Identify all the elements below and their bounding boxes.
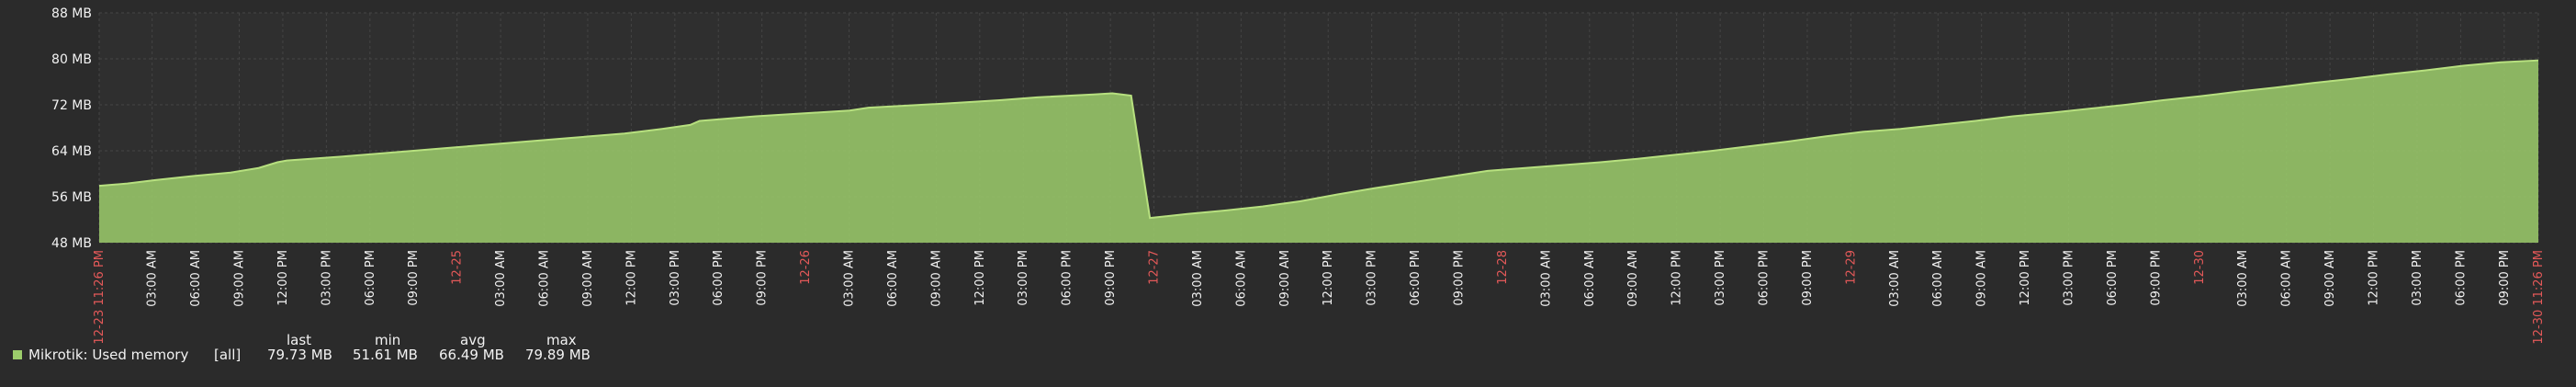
x-tick-label: 06:00 PM: [2454, 250, 2468, 306]
x-tick-label: 06:00 AM: [189, 250, 203, 307]
x-tick-label: 06:00 PM: [1758, 250, 1772, 306]
x-tick-label: 12-29: [1844, 250, 1858, 285]
legend-value-max: 79.89 MB: [525, 347, 591, 363]
x-tick-label: 03:00 PM: [2411, 250, 2424, 306]
x-tick-label: 12-25: [451, 250, 465, 285]
legend-header-max: max: [546, 332, 577, 348]
x-tick-label: 06:00 PM: [1409, 250, 1423, 306]
x-tick-label: 03:00 PM: [1366, 250, 1379, 306]
y-tick-label: 64 MB: [51, 144, 92, 159]
x-tick-label: 09:00 AM: [929, 250, 943, 307]
legend-value-last: 79.73 MB: [267, 347, 332, 363]
x-tick-label: 06:00 AM: [2280, 250, 2294, 307]
y-tick-label: 56 MB: [51, 190, 92, 205]
x-tick-label: 12:00 PM: [1322, 250, 1335, 306]
x-tick-label: 12-30: [2193, 250, 2207, 285]
x-tick-label: 12-26: [799, 250, 813, 285]
used-memory-area: [99, 60, 2538, 243]
x-tick-label: 06:00 AM: [538, 250, 552, 307]
x-tick-label: 12:00 PM: [2019, 250, 2032, 306]
x-tick-label: 06:00 AM: [886, 250, 900, 307]
x-tick-label: 12-27: [1148, 250, 1162, 285]
legend-scope: [all]: [214, 347, 241, 363]
x-tick-label: 12:00 PM: [624, 250, 638, 306]
legend-swatch: [13, 350, 22, 359]
x-tick-label: 09:00 AM: [1975, 250, 1989, 307]
x-tick-label: 06:00 PM: [1061, 250, 1074, 306]
x-tick-label: 09:00 AM: [2323, 250, 2337, 307]
x-tick-label: 12:00 PM: [973, 250, 987, 306]
x-tick-label: 12:00 PM: [2368, 250, 2381, 306]
x-tick-label: 09:00 PM: [1104, 250, 1118, 306]
x-tick-label: 09:00 AM: [233, 250, 247, 307]
x-tick-label: 06:00 PM: [712, 250, 726, 306]
y-tick-label: 72 MB: [51, 98, 92, 113]
x-tick-label: 06:00 AM: [1583, 250, 1597, 307]
x-tick-label: 03:00 AM: [494, 250, 508, 307]
x-tick-label: 09:00 AM: [1278, 250, 1292, 307]
x-tick-label: 09:00 PM: [756, 250, 770, 306]
x-tick-label: 12-30 11:26 PM: [2532, 250, 2546, 345]
x-tick-label: 09:00 PM: [1801, 250, 1815, 306]
legend-header-last: last: [287, 332, 311, 348]
x-tick-label: 03:00 AM: [1888, 250, 1902, 307]
x-tick-label: 03:00 AM: [1191, 250, 1205, 307]
x-tick-label: 03:00 AM: [843, 250, 857, 307]
y-axis-labels: 88 MB 80 MB 72 MB 64 MB 56 MB 48 MB: [51, 6, 92, 251]
legend-value-min: 51.61 MB: [353, 347, 418, 363]
x-tick-label: 12-23 11:26 PM: [93, 250, 107, 345]
x-tick-label: 12-28: [1496, 250, 1510, 285]
x-tick-label: 03:00 AM: [2236, 250, 2250, 307]
x-tick-label: 09:00 AM: [1626, 250, 1640, 307]
x-tick-label: 12:00 PM: [1670, 250, 1684, 306]
x-tick-label: 09:00 PM: [1453, 250, 1467, 306]
x-tick-label: 03:00 PM: [1017, 250, 1030, 306]
x-tick-label: 03:00 PM: [2063, 250, 2076, 306]
series-area: [98, 59, 2539, 243]
x-tick-label: 12:00 PM: [276, 250, 290, 306]
x-tick-label: 06:00 PM: [364, 250, 377, 306]
x-tick-label: 09:00 PM: [2149, 250, 2163, 306]
used-memory-line: [98, 59, 2539, 220]
y-tick-label: 88 MB: [51, 6, 92, 21]
legend-header-avg: avg: [460, 332, 486, 348]
x-tick-label: 03:00 AM: [146, 250, 160, 307]
y-tick-label: 48 MB: [51, 236, 92, 251]
x-tick-label: 06:00 PM: [2106, 250, 2120, 306]
x-tick-label: 06:00 AM: [1931, 250, 1945, 307]
legend-value-avg: 66.49 MB: [439, 347, 504, 363]
x-tick-label: 03:00 PM: [1714, 250, 1727, 306]
y-tick-label: 80 MB: [51, 52, 92, 67]
legend-series-label: Mikrotik: Used memory: [28, 347, 188, 363]
x-tick-label: 03:00 AM: [1539, 250, 1553, 307]
x-tick-label: 06:00 AM: [1234, 250, 1248, 307]
x-tick-label: 03:00 PM: [669, 250, 682, 306]
x-tick-label: 09:00 PM: [2498, 250, 2512, 306]
legend-header-min: min: [375, 332, 400, 348]
legend: Mikrotik: Used memory [all] last min avg…: [13, 332, 591, 363]
x-axis-labels: 12-23 11:26 PM 03:00 AM 06:00 AM 09:00 AM 12…: [93, 250, 2546, 345]
x-tick-label: 03:00 PM: [320, 250, 333, 306]
x-tick-label: 09:00 PM: [407, 250, 421, 306]
x-tick-label: 09:00 AM: [581, 250, 595, 307]
